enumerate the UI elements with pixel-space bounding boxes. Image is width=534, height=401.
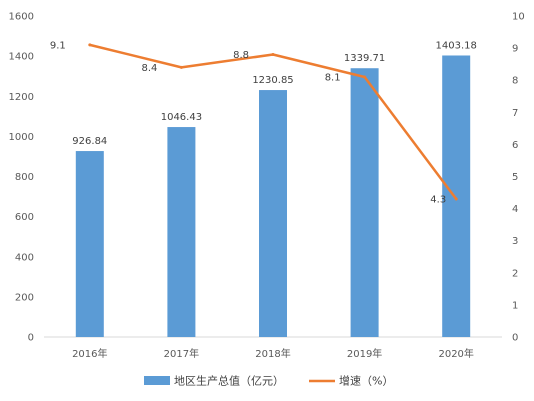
bar-data-label: 1230.85 bbox=[252, 75, 293, 86]
y-right-tick-label: 0 bbox=[512, 333, 518, 344]
y-right-tick-label: 3 bbox=[512, 236, 518, 247]
line-data-label: 4.3 bbox=[430, 194, 446, 205]
y-left-tick-label: 800 bbox=[15, 172, 34, 183]
y-left-tick-label: 1400 bbox=[9, 52, 34, 63]
bar-data-label: 1046.43 bbox=[161, 112, 202, 123]
y-left-tick-label: 1200 bbox=[9, 92, 34, 103]
y-left-tick-label: 600 bbox=[15, 212, 34, 223]
bar-data-label: 926.84 bbox=[72, 136, 107, 147]
x-tick-label: 2017年 bbox=[164, 347, 199, 360]
y-right-tick-label: 4 bbox=[512, 204, 518, 215]
line-data-label: 8.1 bbox=[325, 72, 341, 83]
bar-data-label: 1339.71 bbox=[344, 53, 385, 64]
y-right-tick-label: 9 bbox=[512, 44, 518, 55]
bar bbox=[75, 151, 104, 337]
line-point bbox=[454, 197, 458, 201]
y-left-tick-label: 0 bbox=[28, 333, 34, 344]
line-point bbox=[179, 65, 183, 69]
line-series: 9.1 8.4 8.8 8.1 4.3 bbox=[50, 40, 458, 205]
line-data-label: 8.4 bbox=[141, 63, 157, 74]
x-tick-label: 2019年 bbox=[347, 347, 382, 360]
legend-bar-swatch bbox=[144, 376, 170, 385]
bar bbox=[259, 90, 287, 337]
legend-line-label: 增速（%） bbox=[339, 374, 393, 388]
bar-data-label: 1403.18 bbox=[436, 40, 477, 51]
line-data-label: 9.1 bbox=[50, 40, 66, 51]
y-left-tick-label: 1600 bbox=[9, 12, 34, 23]
bar-series: 926.84 1046.43 1230.85 1339.71 1403.18 bbox=[72, 40, 477, 338]
y-left-tick-label: 200 bbox=[15, 292, 34, 303]
bar bbox=[442, 55, 471, 338]
line-point bbox=[271, 53, 275, 57]
x-tick-label: 2016年 bbox=[72, 347, 107, 360]
line-point bbox=[88, 43, 92, 47]
x-tick-label: 2018年 bbox=[255, 347, 290, 360]
y-right-tick-label: 10 bbox=[512, 12, 525, 23]
x-tick-label: 2020年 bbox=[438, 347, 473, 360]
y-right-tick-label: 8 bbox=[512, 76, 518, 87]
bar bbox=[350, 68, 379, 338]
bar bbox=[167, 127, 196, 337]
x-axis: 2016年 2017年 2018年 2019年 2020年 bbox=[72, 347, 474, 360]
y-left-tick-label: 400 bbox=[15, 252, 34, 263]
y-axis-right: 0 1 2 3 4 5 6 7 8 9 10 bbox=[512, 12, 525, 344]
legend-bar-label: 地区生产总值（亿元） bbox=[174, 374, 284, 388]
y-right-tick-label: 1 bbox=[512, 300, 518, 311]
line-point bbox=[363, 75, 367, 79]
y-left-tick-label: 1000 bbox=[9, 132, 34, 143]
y-right-tick-label: 6 bbox=[512, 140, 518, 151]
y-right-tick-label: 5 bbox=[512, 172, 518, 183]
y-right-tick-label: 7 bbox=[512, 108, 518, 119]
y-axis-left: 0 200 400 600 800 1000 1200 1400 1600 bbox=[9, 12, 34, 344]
y-right-tick-label: 2 bbox=[512, 268, 518, 279]
line-data-label: 8.8 bbox=[233, 50, 249, 61]
legend: 地区生产总值（亿元） 增速（%） bbox=[144, 374, 393, 388]
